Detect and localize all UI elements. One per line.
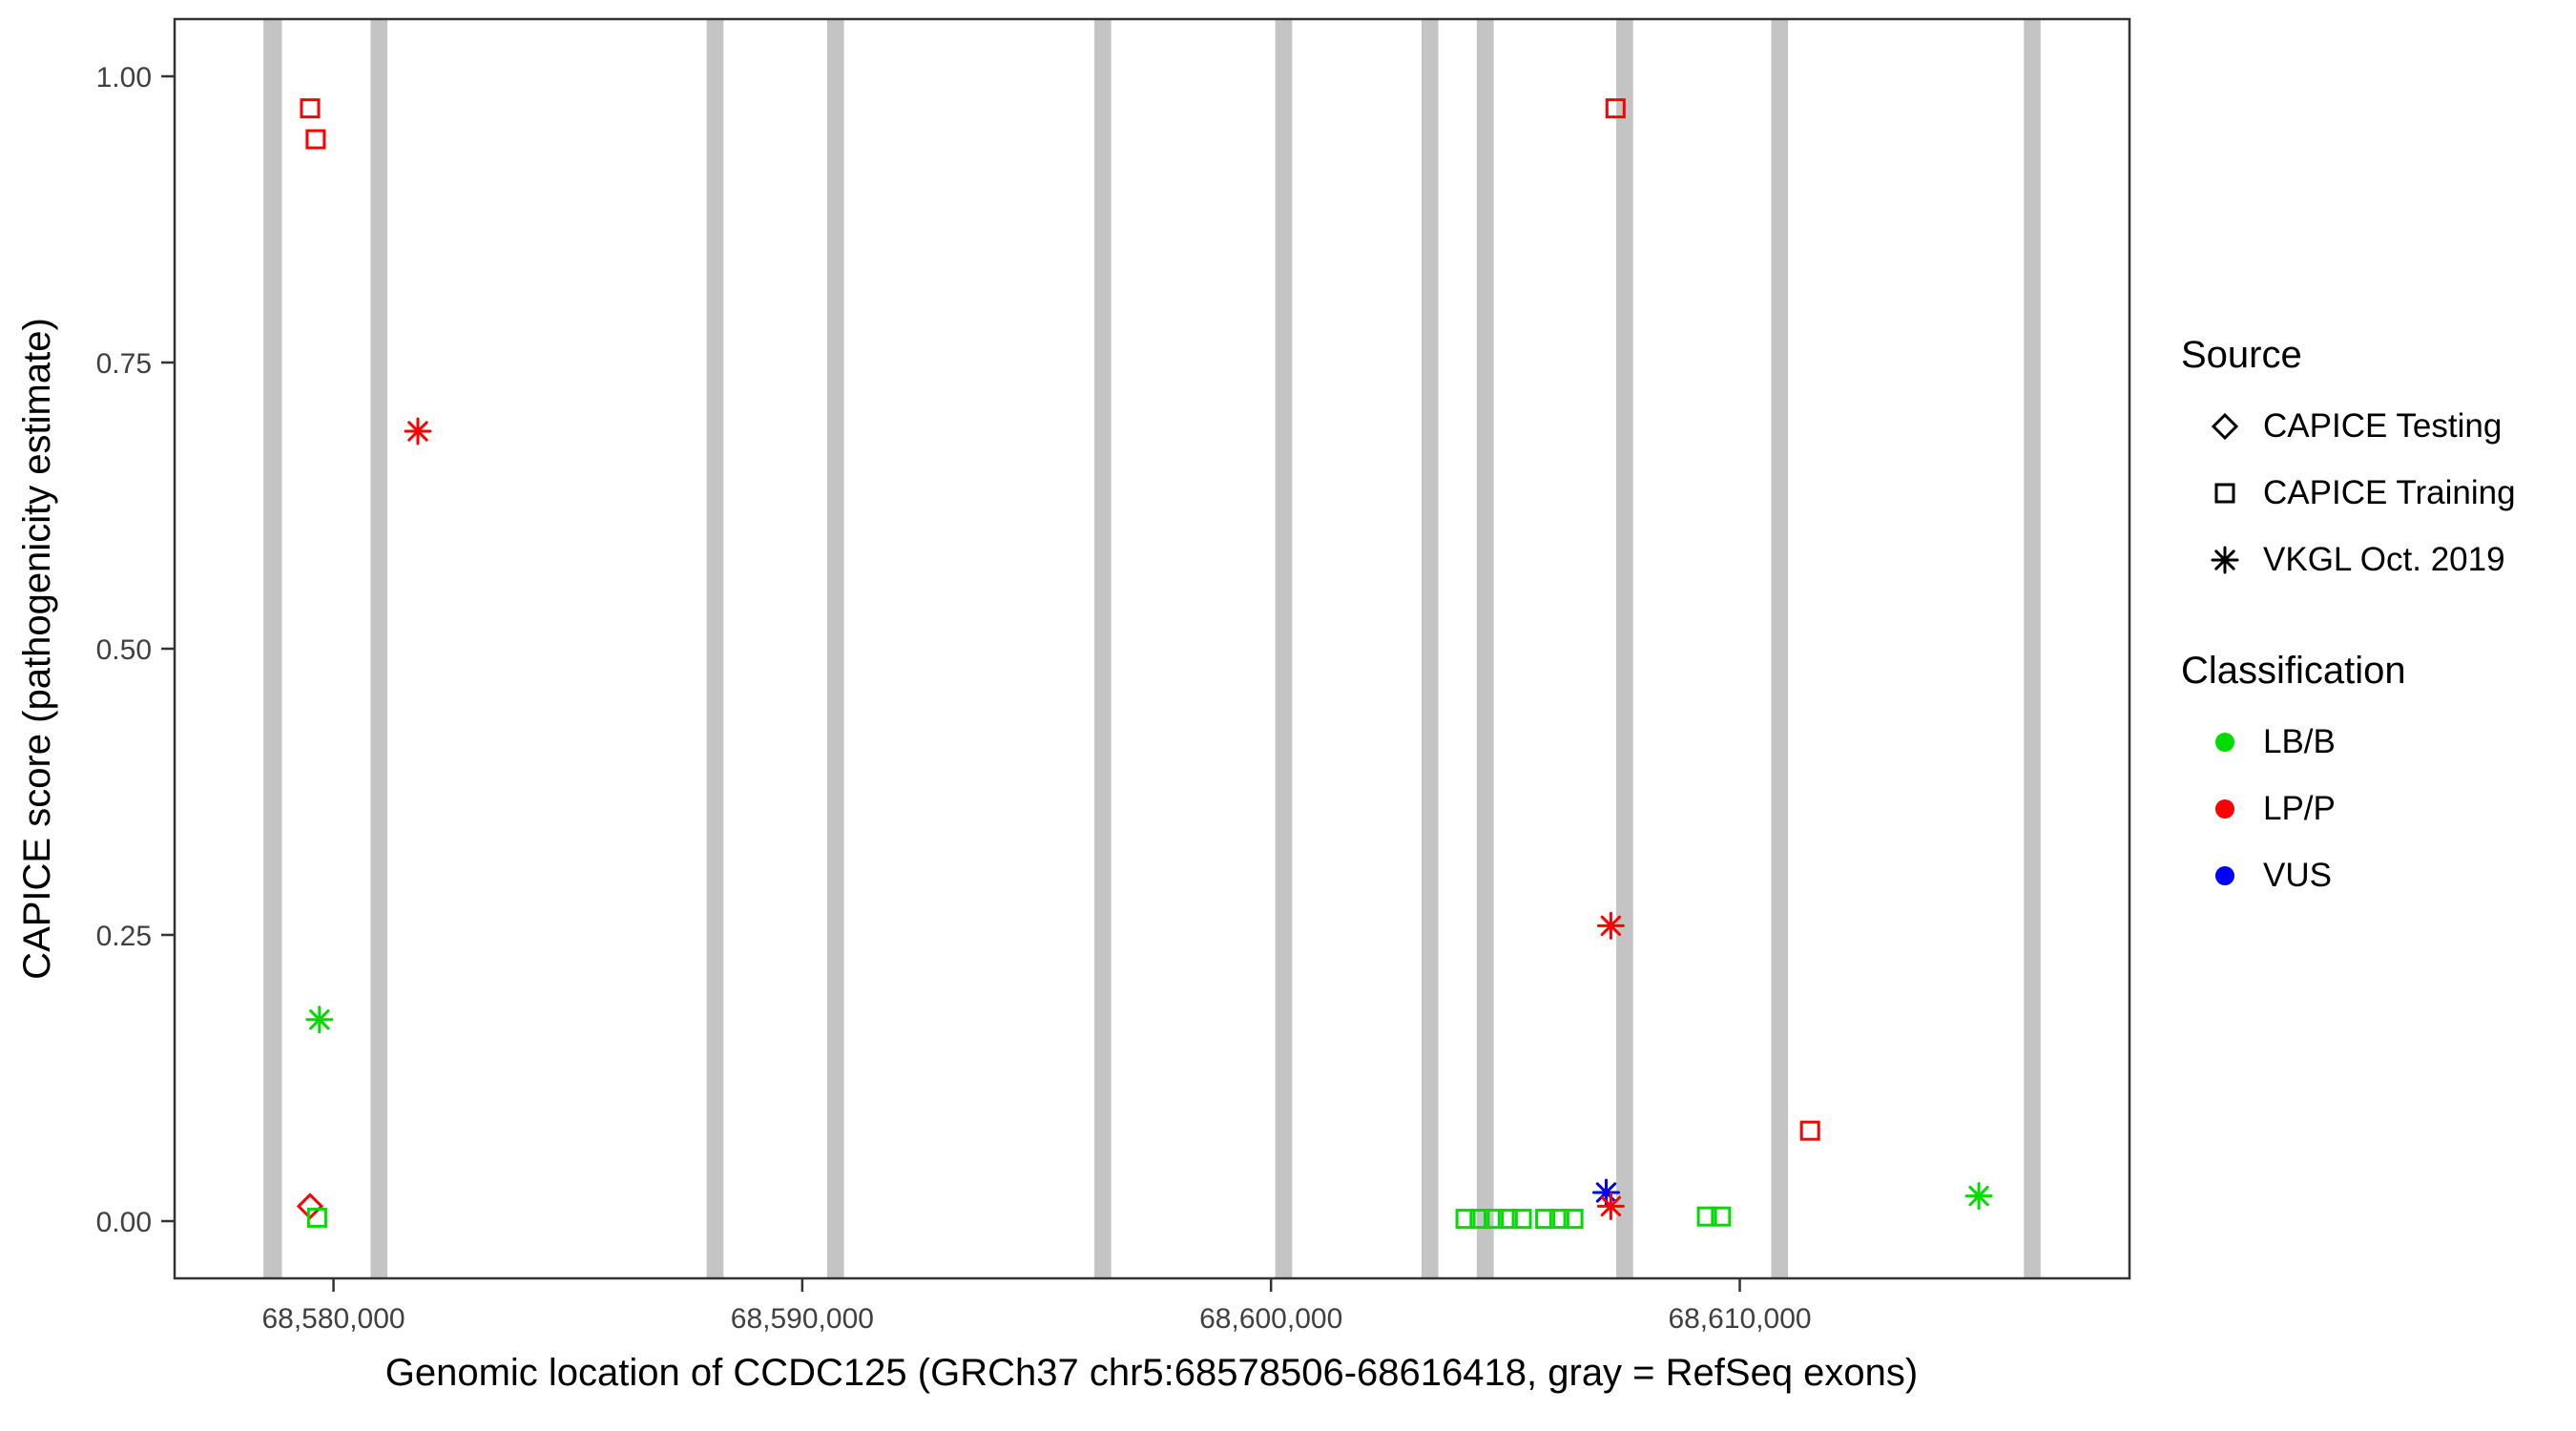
data-point	[1799, 1120, 1820, 1141]
exon-bar	[1421, 19, 1439, 1278]
legend-item-lbb: LB/B	[2181, 719, 2516, 765]
legend-item-capice-testing: CAPICE Testing	[2181, 404, 2516, 449]
data-point	[1455, 1209, 1476, 1230]
legend-label-capice-training: CAPICE Training	[2263, 474, 2516, 511]
data-point	[1484, 1209, 1505, 1230]
data-point	[1469, 1209, 1490, 1230]
green-dot-icon	[2215, 733, 2234, 752]
x-tick-label: 68,600,000	[1199, 1303, 1342, 1335]
legend-classification-title: Classification	[2181, 650, 2406, 692]
legend-key-glyph	[2215, 799, 2234, 819]
legend-label-vus: VUS	[2263, 857, 2332, 894]
exon-bar	[1275, 19, 1293, 1278]
legend-item-vus: VUS	[2181, 853, 2516, 899]
legend-label-vkgl: VKGL Oct. 2019	[2263, 541, 2505, 578]
legend-item-lpp: LP/P	[2181, 786, 2516, 832]
y-tick-label: 1.00	[96, 62, 152, 93]
exon-bar	[1476, 19, 1494, 1278]
red-dot-icon	[2215, 799, 2234, 819]
y-tick-label: 0.00	[96, 1207, 152, 1238]
axis-layer: 68,580,000 68,590,000 68,600,000 68,610,000…	[96, 62, 1812, 1335]
data-point	[404, 417, 432, 446]
diamond-icon	[2211, 412, 2239, 441]
x-tick-label: 68,590,000	[731, 1303, 874, 1335]
legend-item-capice-training: CAPICE Training	[2181, 470, 2516, 516]
exon-bar	[1093, 19, 1111, 1278]
data-point	[305, 129, 326, 150]
data-point	[305, 1006, 334, 1034]
data-point	[306, 1207, 327, 1228]
data-point	[1964, 1182, 1993, 1211]
exon-bar	[1771, 19, 1789, 1278]
data-point	[1497, 1209, 1518, 1230]
panel-border	[173, 17, 2131, 1280]
legend-source-title: Source	[2181, 334, 2302, 376]
data-point	[1548, 1209, 1569, 1230]
x-axis-title: Genomic location of CCDC125 (GRCh37 chr5…	[385, 1352, 1918, 1394]
legend-key-glyph	[2214, 483, 2235, 504]
exon-bar	[2024, 19, 2041, 1278]
legend-classification-section: Classification LB/B LP/P VUS	[2181, 650, 2516, 899]
x-tick-label: 68,610,000	[1668, 1303, 1811, 1335]
data-point	[1696, 1206, 1717, 1227]
asterisk-icon	[2211, 546, 2239, 574]
legend-label-lbb: LB/B	[2263, 723, 2336, 760]
data-point	[1511, 1209, 1532, 1230]
exon-bar	[370, 19, 388, 1278]
legend-label-capice-testing: CAPICE Testing	[2263, 407, 2503, 445]
legend-source-section: Source CAPICE Testing CAPICE Training VK…	[2181, 334, 2516, 583]
exon-bar	[1616, 19, 1633, 1278]
data-point	[1563, 1209, 1584, 1230]
panel-layer	[173, 17, 2131, 1280]
data-point	[1535, 1209, 1556, 1230]
legend-label-lpp: LP/P	[2263, 790, 2336, 827]
y-tick-label: 0.75	[96, 348, 152, 380]
legend-key-glyph	[2215, 733, 2234, 752]
y-tick-label: 0.25	[96, 921, 152, 952]
point-layer	[296, 98, 1993, 1230]
exon-layer	[263, 19, 2041, 1278]
y-axis-title: CAPICE score (pathogenicity estimate)	[16, 318, 58, 980]
legend-item-vkgl: VKGL Oct. 2019	[2181, 537, 2516, 583]
x-tick-label: 68,580,000	[261, 1303, 405, 1335]
blue-dot-icon	[2215, 866, 2234, 885]
exon-bar	[706, 19, 724, 1278]
legend-key-glyph	[2211, 412, 2239, 441]
legend-key-glyph	[2215, 866, 2234, 885]
legend: Source CAPICE Testing CAPICE Training VK…	[2181, 334, 2516, 920]
data-point	[1596, 1192, 1625, 1220]
data-point	[300, 98, 321, 119]
exon-bar	[826, 19, 844, 1278]
data-point	[1596, 911, 1625, 940]
data-point	[1605, 98, 1626, 119]
data-point	[1711, 1206, 1732, 1227]
y-tick-label: 0.50	[96, 634, 152, 666]
exon-bar	[263, 19, 282, 1278]
legend-key-glyph	[2211, 546, 2239, 574]
data-point	[296, 1192, 324, 1220]
square-icon	[2214, 483, 2235, 504]
